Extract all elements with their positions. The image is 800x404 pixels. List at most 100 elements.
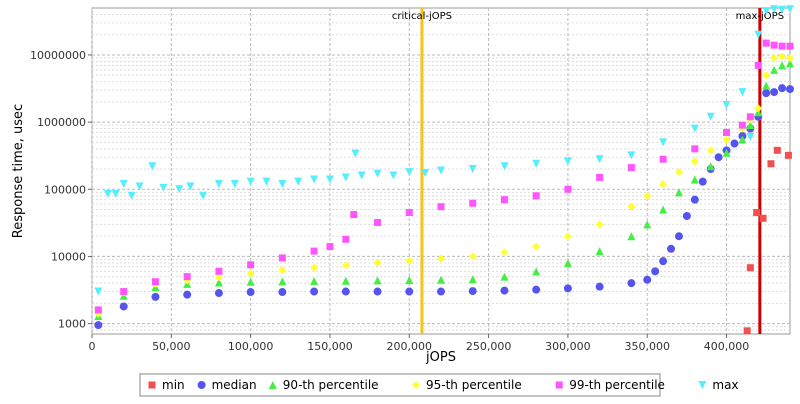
data-point [159,183,168,192]
data-point [746,113,754,121]
data-point [310,287,319,296]
data-point [643,191,652,200]
data-point [246,288,255,297]
x-tick-label: 300,000 [545,340,591,353]
data-point [674,232,683,241]
data-point [762,7,771,16]
data-point [326,243,334,251]
data-point [595,155,604,164]
data-point [151,278,159,286]
data-point [738,121,746,129]
data-point [564,185,572,193]
data-point [94,306,102,314]
legend: min median 90-th percentile 95-th percentil… [139,373,739,397]
series-5 [94,5,794,296]
data-point [754,30,763,39]
y-axis-title: Response time, usec [11,104,26,238]
data-point [183,290,192,299]
data-point [770,5,779,14]
x-tick-label: 0 [89,340,96,353]
data-point [786,85,794,94]
data-point [151,292,160,301]
data-point [215,267,223,275]
data-point [706,112,715,121]
data-point [532,159,541,168]
data-point [532,267,541,276]
legend-label: min [162,378,185,392]
data-point [659,138,668,147]
x-axis-title: jOPS [425,350,456,365]
data-point [743,327,751,335]
data-point [532,242,541,251]
data-point [278,288,287,297]
data-point [753,209,761,217]
series-0 [743,146,792,335]
data-point [278,277,287,286]
data-point [778,52,787,61]
data-point [722,100,731,109]
reference-line-label: critical-jOPS [392,11,452,22]
data-point [786,54,794,63]
data-point [659,205,668,214]
data-point [770,54,779,63]
x-tick-label: 200,000 [387,340,433,353]
data-point [786,59,794,68]
data-point [341,287,350,296]
legend-label: 99-th percentile [569,378,665,392]
data-point [230,179,239,188]
data-point [627,279,636,288]
data-points [94,5,794,335]
data-point [278,254,286,262]
data-point [627,232,636,241]
data-point [373,276,382,285]
data-point [762,39,770,47]
data-point [94,321,103,330]
data-point [373,258,382,267]
data-point [500,196,508,204]
data-point [310,175,319,184]
data-point [135,182,144,191]
data-point [706,146,715,155]
data-point [595,220,604,229]
data-point [643,275,652,284]
data-point [738,135,747,144]
series-1 [94,84,794,330]
series-3 [94,52,794,318]
x-tick-label: 50,000 [152,340,191,353]
data-point [437,254,445,263]
data-point [148,162,157,171]
y-tick-label: 1000 [58,318,86,331]
data-point [770,88,779,97]
data-point [186,182,195,191]
data-point [759,214,767,222]
data-point [405,256,414,265]
data-point [730,139,739,148]
x-tick-label: 400,000 [704,340,750,353]
data-point [246,269,255,278]
data-point [698,177,707,186]
data-point [437,203,445,211]
data-point [214,278,223,287]
data-point [262,177,271,186]
data-point [500,272,509,281]
y-tick-label: 1000000 [37,116,86,129]
data-point [199,191,208,200]
data-point [175,185,184,194]
data-point [627,151,636,160]
data-point [341,276,350,285]
y-tick-label: 10000 [51,250,86,263]
data-point [714,153,723,162]
data-point [500,286,509,295]
legend-label: median [212,378,257,392]
data-point [325,175,334,184]
data-point [373,169,382,178]
data-point [342,235,350,243]
data-point [659,179,668,188]
reference-line-label: max-jOPS [736,11,784,22]
data-point [667,244,676,253]
data-point [754,104,763,113]
data-point [770,41,778,49]
data-point [310,247,318,255]
